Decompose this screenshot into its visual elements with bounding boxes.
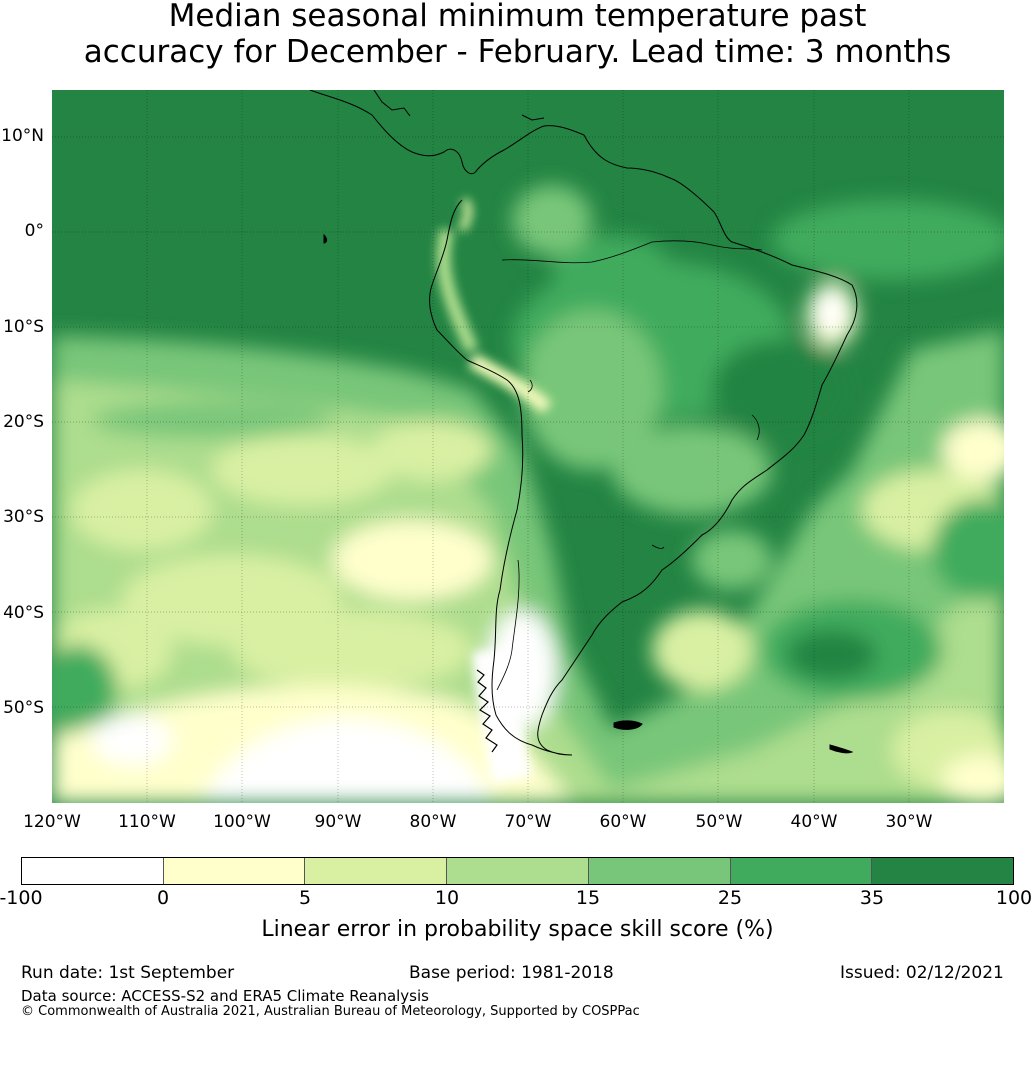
lat-label-20s: 20°S xyxy=(3,412,44,432)
lon-label-100w: 100°W xyxy=(213,812,271,832)
colorbar-tick: -100 xyxy=(0,887,43,909)
lat-label-40s: 40°S xyxy=(3,603,44,623)
colorbar-segment xyxy=(447,858,589,884)
map-title-line-1: Median seasonal minimum temperature past xyxy=(168,0,867,34)
skill-score-map xyxy=(52,90,1004,803)
colorbar-tick: 15 xyxy=(575,887,601,909)
colorbar xyxy=(21,857,1014,885)
lon-label-90w: 90°W xyxy=(314,812,362,832)
lat-label-30s: 30°S xyxy=(3,507,44,527)
colorbar-segment xyxy=(872,858,1014,884)
colorbar-segment xyxy=(305,858,448,884)
colorbar-label: Linear error in probability space skill … xyxy=(261,917,774,942)
lon-label-120w: 120°W xyxy=(23,812,81,832)
colorbar-tick: 35 xyxy=(859,887,885,909)
lat-label-50s: 50°S xyxy=(3,698,44,718)
colorbar-tick: 0 xyxy=(156,887,170,909)
copyright: © Commonwealth of Australia 2021, Austra… xyxy=(21,1004,640,1019)
data-source: Data source: ACCESS-S2 and ERA5 Climate … xyxy=(21,987,429,1005)
issued-date: Issued: 02/12/2021 xyxy=(840,963,1004,983)
colorbar-segment xyxy=(22,858,164,884)
lon-label-70w: 70°W xyxy=(504,812,552,832)
colorbar-tick: 25 xyxy=(717,887,743,909)
lat-label-10s: 10°S xyxy=(3,317,44,337)
lat-label-10n: 10°N xyxy=(1,126,44,146)
colorbar-segment xyxy=(163,858,306,884)
map-title-line-2: accuracy for December - February. Lead t… xyxy=(83,34,952,70)
lon-label-110w: 110°W xyxy=(118,812,176,832)
colorbar-tick: 5 xyxy=(298,887,312,909)
lon-label-30w: 30°W xyxy=(885,812,933,832)
colorbar-tick: 10 xyxy=(434,887,460,909)
coastline xyxy=(309,90,858,756)
map-canvas xyxy=(52,90,1004,803)
skill-field xyxy=(52,185,1004,803)
lon-label-40w: 40°W xyxy=(790,812,838,832)
lon-label-50w: 50°W xyxy=(695,812,743,832)
lon-label-80w: 80°W xyxy=(409,812,457,832)
run-date: Run date: 1st September xyxy=(21,963,235,983)
colorbar-tick: 100 xyxy=(995,887,1033,909)
lon-label-60w: 60°W xyxy=(599,812,647,832)
colorbar-segment xyxy=(730,858,873,884)
map-gridlines xyxy=(52,90,1004,803)
lat-label-0: 0° xyxy=(24,221,44,241)
base-period: Base period: 1981-2018 xyxy=(409,963,614,983)
colorbar-segment xyxy=(588,858,731,884)
